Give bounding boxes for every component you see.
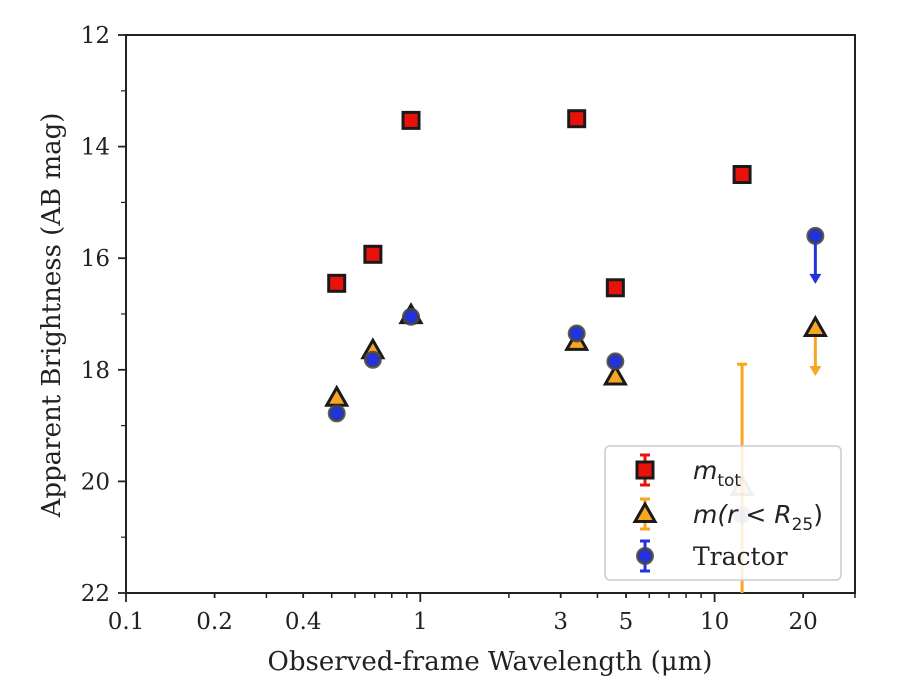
y-tick-label: 14 bbox=[81, 135, 110, 161]
x-tick-label: 1 bbox=[413, 609, 428, 635]
upper-limit-arrow-head bbox=[809, 273, 822, 284]
square-marker bbox=[327, 273, 347, 293]
x-axis-label: Observed-frame Wavelength (μm) bbox=[268, 647, 713, 677]
legend-box bbox=[604, 445, 842, 581]
legend-square-marker bbox=[635, 460, 655, 480]
y-tick-label: 16 bbox=[81, 246, 110, 272]
legend-label-subscript: tot bbox=[717, 471, 741, 491]
x-tick-label: 3 bbox=[553, 609, 568, 635]
legend-label-main: Tractor bbox=[693, 542, 788, 571]
y-tick-label: 12 bbox=[81, 23, 110, 49]
data-markers bbox=[324, 109, 828, 593]
legend-label-main: m(r < R bbox=[693, 500, 792, 529]
legend-label: Tractor bbox=[693, 542, 788, 571]
y-tick-label: 20 bbox=[81, 469, 110, 495]
legend-label-subscript: 25 bbox=[792, 515, 814, 535]
x-axis: 0.1 0.2 0.4 1 3 5 10 20 bbox=[108, 593, 856, 635]
y-tick-label: 18 bbox=[81, 358, 110, 384]
x-tick-label: 0.1 bbox=[108, 609, 145, 635]
legend-label-end: ) bbox=[813, 500, 823, 529]
y-tick-label: 22 bbox=[81, 581, 110, 607]
square-marker bbox=[605, 278, 625, 298]
triangle-marker bbox=[324, 384, 350, 407]
square-marker bbox=[732, 165, 752, 184]
y-axis-label: Apparent Brightness (AB mag) bbox=[37, 113, 67, 519]
square-marker bbox=[363, 244, 383, 264]
legend: mtot m(r < R25) Tractor bbox=[604, 445, 842, 581]
legend-circle-marker bbox=[636, 547, 654, 565]
square-marker bbox=[567, 109, 587, 129]
y-axis: 12 14 16 18 20 22 bbox=[81, 23, 126, 607]
upper-limit-arrow-head bbox=[809, 365, 822, 376]
x-tick-label: 0.4 bbox=[285, 609, 322, 635]
triangle-marker bbox=[802, 314, 828, 337]
triangle-marker bbox=[602, 363, 628, 386]
x-tick-label: 10 bbox=[700, 609, 729, 635]
x-tick-label: 5 bbox=[619, 609, 634, 635]
legend-label: mtot bbox=[693, 456, 741, 491]
x-tick-label: 0.2 bbox=[196, 609, 233, 635]
legend-label: m(r < R25) bbox=[693, 500, 823, 535]
legend-triangle-marker bbox=[632, 500, 658, 523]
square-marker bbox=[401, 110, 421, 130]
x-tick-label: 20 bbox=[789, 609, 818, 635]
legend-label-main: m bbox=[693, 456, 717, 485]
